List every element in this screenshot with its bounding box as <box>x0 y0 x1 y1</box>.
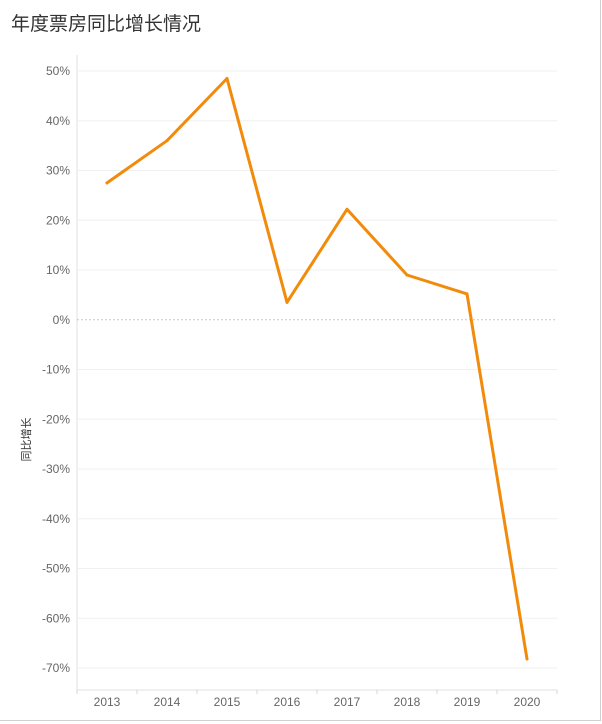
y-tick-label: -30% <box>42 462 70 476</box>
series-group <box>105 76 529 661</box>
y-tick-label: -70% <box>42 661 70 675</box>
x-tick-label: 2018 <box>394 695 421 709</box>
y-axis-ticks: 50% 40% 30% 20% 10% 0% -10% -20% -30% -40% -50% -60… <box>42 64 70 675</box>
y-tick-label: -10% <box>42 363 70 377</box>
x-tick-label: 2015 <box>214 695 241 709</box>
y-tick-label: 0% <box>53 313 71 327</box>
y-tick-label: 30% <box>46 164 70 178</box>
y-tick-label: 50% <box>46 64 70 78</box>
x-tick-label: 2014 <box>154 695 181 709</box>
y-tick-label: 10% <box>46 263 70 277</box>
series-line <box>105 77 529 661</box>
x-tick-label: 2016 <box>274 695 301 709</box>
data-point-2020 <box>525 657 529 661</box>
y-tick-label: -40% <box>42 512 70 526</box>
y-tick-label: -50% <box>42 562 70 576</box>
data-point-2018 <box>405 273 409 277</box>
y-tick-label: 40% <box>46 114 70 128</box>
data-point-2017 <box>345 207 349 211</box>
data-point-2013 <box>105 181 109 185</box>
data-point-2014 <box>165 139 169 143</box>
y-axis-label: 同比增长 <box>19 418 33 462</box>
data-point-2019 <box>465 292 469 296</box>
data-point-2015 <box>225 76 229 80</box>
y-tick-label: -20% <box>42 412 70 426</box>
x-tick-label: 2013 <box>94 695 121 709</box>
y-tick-label: 20% <box>46 213 70 227</box>
y-tick-label: -60% <box>42 611 70 625</box>
x-tick-label: 2020 <box>514 695 541 709</box>
x-axis-ticks: 2013 2014 2015 2016 2017 2018 2019 2020 <box>76 690 558 709</box>
data-point-2016 <box>285 300 289 304</box>
x-tick-label: 2019 <box>454 695 481 709</box>
x-tick-label: 2017 <box>334 695 361 709</box>
grid-lines <box>76 55 557 691</box>
chart-title: 年度票房同比增长情况 <box>11 13 202 35</box>
